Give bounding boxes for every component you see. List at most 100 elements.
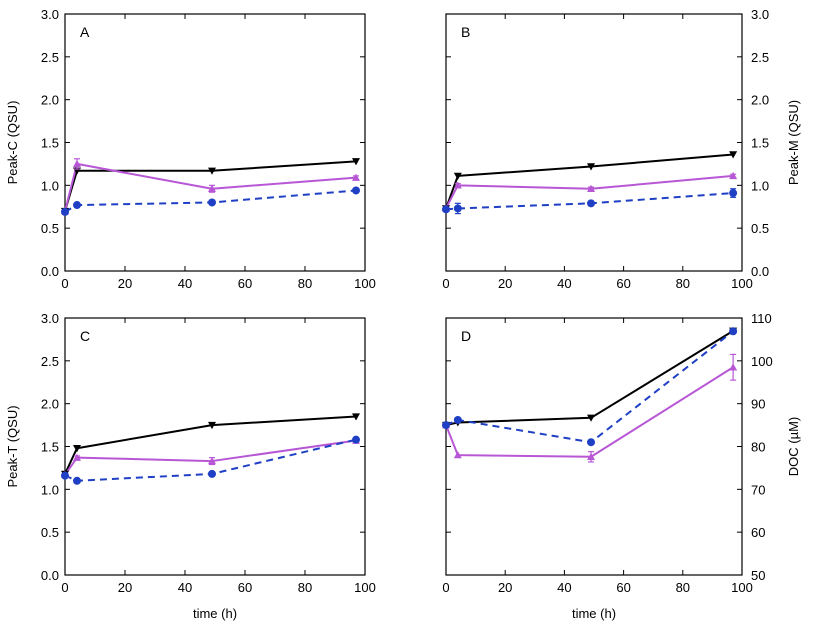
y-tick-label: 2.0	[41, 93, 59, 108]
y-tick-label: 2.5	[41, 50, 59, 65]
y-tick-label: 0.5	[751, 221, 769, 236]
data-point	[352, 435, 360, 444]
series-line-2	[445, 330, 734, 444]
x-tick-label: 20	[498, 580, 512, 595]
data-point	[587, 163, 596, 171]
y-tick-label: 1.0	[41, 482, 59, 497]
y-tick-label: 3.0	[41, 7, 59, 22]
y-tick-label: 1.5	[751, 136, 769, 151]
x-tick-label: 40	[178, 580, 192, 595]
x-tick-label: 40	[557, 580, 571, 595]
data-point	[587, 184, 596, 192]
y-tick-label: 3.0	[41, 311, 59, 326]
x-tick-label: 20	[498, 276, 512, 291]
y-tick-label: 3.0	[751, 7, 769, 22]
series-line-2	[64, 438, 357, 482]
y-tick-label: 70	[751, 482, 765, 497]
data-point	[729, 151, 738, 159]
y-tick-label: 1.0	[751, 178, 769, 193]
data-point	[73, 476, 81, 485]
data-point	[587, 414, 596, 422]
data-point	[453, 451, 462, 459]
data-point	[61, 471, 69, 480]
x-tick-label: 60	[616, 580, 630, 595]
series-line-1	[64, 162, 357, 212]
y-tick-label: 50	[751, 568, 765, 583]
y-tick-label: 2.5	[41, 354, 59, 369]
data-point	[453, 204, 462, 213]
data-point	[73, 201, 81, 210]
data-point	[208, 457, 216, 465]
y-tick-label: 2.0	[41, 397, 59, 412]
y-tick-label: 60	[751, 525, 765, 540]
series-line-2	[445, 192, 734, 211]
x-tick-label: 100	[731, 276, 753, 291]
data-point	[729, 363, 738, 371]
series-line-0	[445, 329, 734, 427]
y-tick-label: 90	[751, 397, 765, 412]
y-tick-label: 2.5	[751, 50, 769, 65]
y-axis-label: Peak-M (QSU)	[786, 100, 801, 185]
series-line-0	[64, 415, 357, 475]
data-point	[453, 181, 462, 189]
y-tick-label: 2.0	[751, 93, 769, 108]
data-point	[352, 413, 360, 421]
y-axis-label: Peak-T (QSU)	[5, 405, 20, 487]
x-axis-label: time (h)	[193, 606, 237, 621]
data-point	[73, 445, 81, 453]
panel-letter: C	[80, 328, 90, 344]
y-tick-label: 80	[751, 440, 765, 455]
plot-frame	[445, 13, 743, 272]
data-point	[352, 186, 360, 195]
series-line-2	[64, 189, 357, 213]
data-point	[587, 452, 596, 460]
data-point	[352, 173, 360, 181]
plot-frame	[64, 13, 366, 272]
x-tick-label: 60	[616, 276, 630, 291]
series-line-0	[445, 153, 734, 209]
data-point	[729, 189, 738, 198]
data-point	[73, 159, 81, 168]
panel-c: 0 20 40 60 80 100 0.0 0.5 1.0 1.5 2.0 2.5 3.0 Peak-T …	[5, 311, 376, 621]
x-tick-label: 100	[354, 580, 376, 595]
y-tick-label: 1.5	[41, 440, 59, 455]
data-point	[587, 438, 596, 447]
series-line-1	[445, 366, 734, 458]
data-point	[208, 469, 216, 478]
y-tick-label: 100	[751, 354, 773, 369]
data-point	[453, 415, 462, 424]
x-tick-label: 20	[118, 276, 132, 291]
x-tick-label: 80	[298, 580, 312, 595]
x-tick-label: 0	[61, 580, 68, 595]
data-point	[61, 207, 69, 216]
x-tick-label: 60	[238, 276, 252, 291]
y-tick-label: 0.5	[41, 221, 59, 236]
panel-letter: D	[461, 328, 471, 344]
panel-a: 0 20 40 60 80 100 0.0 0.5 1.0 1.5 2.0 2.5 3.0 Peak-C …	[5, 7, 376, 291]
data-point	[729, 327, 738, 336]
y-axis-label: Peak-C (QSU)	[5, 101, 20, 185]
data-point	[729, 171, 738, 180]
data-point	[208, 421, 216, 430]
x-tick-label: 60	[238, 580, 252, 595]
x-tick-label: 80	[676, 580, 690, 595]
y-tick-label: 110	[751, 311, 772, 326]
x-tick-label: 80	[676, 276, 690, 291]
panel-letter: A	[80, 24, 90, 40]
y-tick-label: 1.5	[41, 136, 59, 151]
y-tick-label: 0.0	[751, 264, 769, 279]
data-point	[587, 199, 596, 208]
data-point	[208, 198, 216, 207]
y-tick-label: 0.5	[41, 525, 59, 540]
y-tick-label: 0.0	[41, 264, 59, 279]
series-line-1	[445, 174, 734, 209]
data-point	[352, 158, 360, 166]
x-tick-label: 80	[298, 276, 312, 291]
x-tick-label: 100	[354, 276, 376, 291]
data-point	[73, 453, 81, 461]
x-tick-label: 20	[118, 580, 132, 595]
x-tick-label: 40	[557, 276, 571, 291]
x-tick-label: 40	[178, 276, 192, 291]
